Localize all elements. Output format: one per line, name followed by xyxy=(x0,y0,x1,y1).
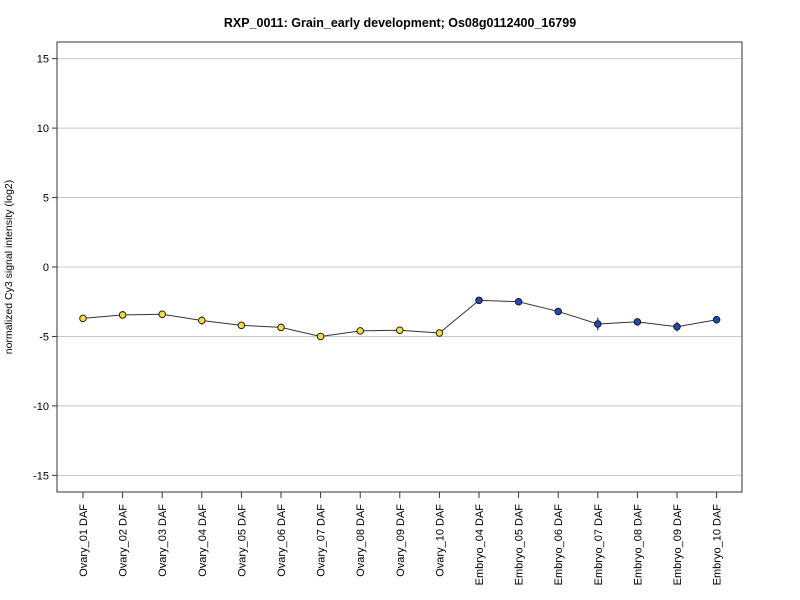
x-tick-label: Ovary_08 DAF xyxy=(355,504,367,577)
data-point xyxy=(514,297,523,306)
y-tick-label: 0 xyxy=(43,262,49,274)
data-series xyxy=(79,296,721,341)
x-tick-label: Ovary_06 DAF xyxy=(276,504,288,577)
data-point xyxy=(554,307,562,316)
y-tick-label: 10 xyxy=(37,123,49,135)
x-tick-label: Embryo_08 DAF xyxy=(632,504,644,586)
data-point xyxy=(118,311,127,319)
x-tick-label: Embryo_05 DAF xyxy=(514,504,526,586)
data-point xyxy=(79,314,87,323)
x-tick-label: Embryo_06 DAF xyxy=(553,504,565,586)
x-axis: Ovary_01 DAF Ovary_02 DAF Ovary_03 DAF Ovar… xyxy=(78,492,724,585)
gridlines xyxy=(57,58,742,476)
y-tick-label: 15 xyxy=(37,54,49,66)
y-tick-label: 5 xyxy=(43,193,49,205)
data-point xyxy=(237,321,246,330)
x-tick-label: Ovary_07 DAF xyxy=(316,504,328,577)
x-tick-label: Ovary_04 DAF xyxy=(197,504,209,577)
data-point xyxy=(594,320,602,328)
data-point xyxy=(633,318,642,326)
y-axis: 15 10 5 0 -5 -10 -15 xyxy=(33,54,57,482)
x-tick-label: Ovary_05 DAF xyxy=(236,504,248,577)
data-point xyxy=(435,329,444,337)
data-point xyxy=(475,296,483,305)
chart-title: RXP_0011: Grain_early development; Os08g… xyxy=(224,16,576,30)
x-tick-label: Ovary_03 DAF xyxy=(157,504,169,577)
data-point xyxy=(396,326,404,334)
x-tick-label: Ovary_02 DAF xyxy=(118,504,130,577)
data-point xyxy=(356,327,364,335)
data-point xyxy=(316,332,325,341)
data-point xyxy=(198,316,206,325)
y-tick-label: -15 xyxy=(33,470,49,482)
data-point xyxy=(712,316,721,324)
y-tick-label: -5 xyxy=(39,331,49,343)
x-tick-label: Ovary_01 DAF xyxy=(78,504,90,577)
data-point xyxy=(673,322,681,331)
data-point xyxy=(158,310,166,318)
plot-frame xyxy=(56,41,743,493)
x-tick-label: Ovary_09 DAF xyxy=(395,504,407,577)
y-axis-label: normalized Cy3 signal intensity (log2) xyxy=(3,180,15,355)
data-point xyxy=(277,323,285,332)
x-tick-label: Embryo_10 DAF xyxy=(712,504,724,586)
x-tick-label: Embryo_04 DAF xyxy=(474,504,486,586)
y-tick-label: -10 xyxy=(33,401,49,413)
x-tick-label: Embryo_07 DAF xyxy=(593,504,605,586)
x-tick-label: Ovary_10 DAF xyxy=(434,504,446,577)
x-tick-label: Embryo_09 DAF xyxy=(672,504,684,586)
